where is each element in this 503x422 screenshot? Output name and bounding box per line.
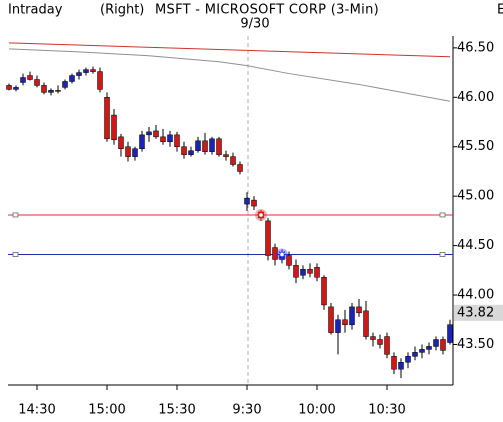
candle-body [55, 90, 61, 92]
candle-body [426, 346, 432, 350]
candle-body [300, 269, 306, 276]
candle-body [293, 265, 299, 278]
candle-body [174, 134, 180, 147]
candle-body [237, 164, 243, 172]
candle-body [349, 306, 355, 325]
y-tick-label: 45.50 [457, 139, 494, 154]
candle-body [160, 136, 166, 143]
y-tick-label: 46.50 [457, 40, 494, 55]
candle-body [6, 85, 12, 90]
candle-body [321, 276, 327, 306]
candle-body [433, 339, 439, 347]
candle-body [97, 71, 103, 90]
candle-body [384, 336, 390, 355]
candle-body [111, 114, 117, 141]
candle-body [356, 306, 362, 314]
side-label: (Right) [100, 3, 144, 18]
y-tick-label: 43.50 [457, 337, 494, 352]
y-tick-label: 45.00 [457, 189, 494, 204]
candle-body [202, 140, 208, 152]
candle-body [377, 339, 383, 345]
x-tick-label: 10:00 [298, 403, 335, 418]
candle-body [307, 269, 313, 274]
header: Intraday [8, 3, 63, 18]
y-tick-label: 46.00 [457, 90, 494, 105]
x-tick-label: 9:30 [232, 403, 261, 418]
candle-body [153, 130, 159, 138]
candle-body [188, 150, 194, 155]
candle-body [363, 310, 369, 337]
candle-body [118, 136, 124, 149]
candle-body [125, 146, 131, 157]
candle-body [13, 87, 19, 90]
candle-body [132, 148, 138, 157]
candle-body [370, 336, 376, 340]
candle-body [76, 72, 82, 76]
candle-body [83, 69, 89, 73]
y-tick-label: 44.00 [457, 288, 494, 303]
candle-body [167, 134, 173, 143]
y-tick-label: 44.50 [457, 238, 494, 253]
line-handle [12, 212, 19, 218]
candle-body [447, 324, 453, 343]
candle-body [146, 131, 152, 136]
candle-body [34, 79, 40, 86]
moving-average-line [8, 42, 451, 58]
candle-body [272, 247, 278, 260]
x-tick-label: 14:30 [18, 403, 55, 418]
candle-body [412, 352, 418, 357]
candle-body [419, 349, 425, 353]
candle-body [223, 154, 229, 157]
last-price-box [454, 304, 503, 321]
candle-body [20, 77, 26, 83]
x-tick-label: 15:30 [158, 403, 195, 418]
candle-body [251, 199, 257, 207]
candle-body [90, 69, 96, 72]
candle-body [265, 220, 271, 256]
moving-average-line [8, 48, 451, 102]
candle-body [405, 356, 411, 363]
x-tick-label: 10:30 [368, 403, 405, 418]
x-tick-label: 15:00 [88, 403, 125, 418]
candle-body [181, 146, 187, 155]
line-handle [439, 252, 446, 257]
signal-core [280, 252, 284, 257]
candle-body [41, 85, 47, 93]
date-label: 9/30 [240, 17, 269, 32]
candle-body [209, 138, 215, 152]
candle-body [342, 319, 348, 325]
candle-body [391, 356, 397, 370]
candle-body [195, 140, 201, 151]
candle-body [139, 134, 145, 149]
candle-body [216, 138, 222, 155]
candle-body [48, 90, 54, 93]
candle-body [398, 362, 404, 370]
candle-body [286, 255, 292, 266]
line-handle [439, 212, 446, 218]
candle-body [69, 75, 75, 82]
signal-core [259, 213, 263, 217]
candle-body [104, 97, 110, 140]
candle-body [314, 267, 320, 278]
chart-title: MSFT - MICROSOFT CORP (3-Min) [155, 3, 379, 18]
candle-body [62, 81, 68, 88]
candle-body [244, 197, 250, 205]
corner-label: E [497, 3, 503, 18]
candle-body [440, 339, 446, 351]
line-handle [12, 252, 19, 257]
candle-body [230, 156, 236, 165]
candle-body [335, 319, 341, 333]
candle-body [27, 75, 33, 80]
candle-body [328, 306, 334, 333]
last-price-label: 43.82 [457, 305, 494, 320]
